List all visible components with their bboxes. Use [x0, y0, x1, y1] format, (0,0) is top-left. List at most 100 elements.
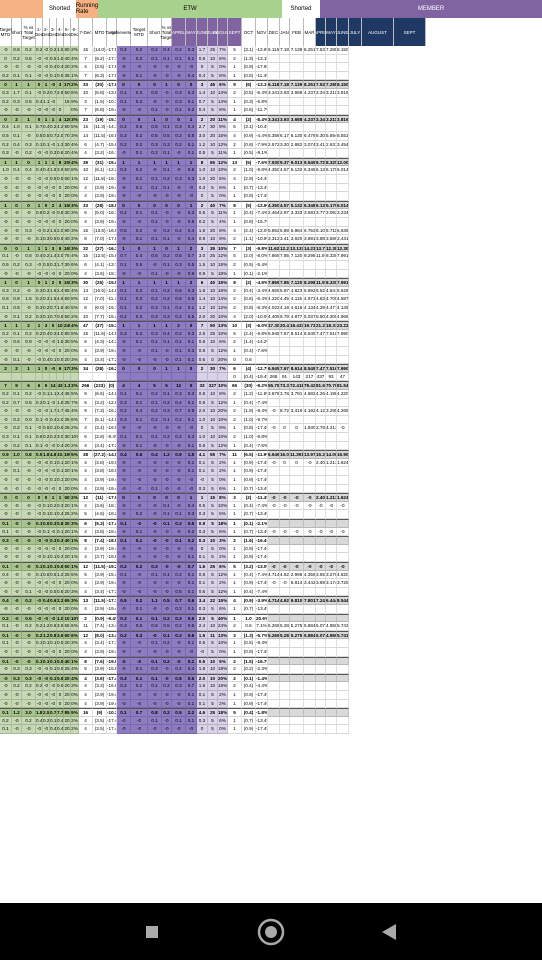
- table-cell[interactable]: [304, 54, 316, 64]
- table-cell[interactable]: 0.6: [36, 433, 43, 442]
- table-cell[interactable]: 0.2: [22, 390, 36, 399]
- table-cell[interactable]: -2.1%: [256, 269, 268, 279]
- table-cell[interactable]: [280, 63, 290, 72]
- table-cell[interactable]: -0: [117, 106, 131, 115]
- table-cell[interactable]: 0.3: [172, 175, 186, 184]
- table-cell[interactable]: (6.3): [93, 71, 107, 81]
- table-cell[interactable]: 0.3: [0, 433, 12, 442]
- table-cell[interactable]: 5.284: [280, 622, 290, 631]
- table-cell[interactable]: 2: [186, 243, 197, 253]
- table-cell[interactable]: [316, 476, 326, 485]
- table-cell[interactable]: 0: [148, 80, 162, 89]
- table-cell[interactable]: 0.3: [117, 132, 131, 141]
- table-cell[interactable]: 2%: [71, 493, 79, 502]
- table-cell[interactable]: 7: [79, 106, 93, 115]
- table-cell[interactable]: (3.3): [93, 682, 107, 691]
- table-cell[interactable]: 6: [79, 209, 93, 218]
- table-cell[interactable]: -0: [117, 716, 131, 726]
- table-cell[interactable]: (1.4): [242, 338, 256, 347]
- table-cell[interactable]: 0.6: [197, 587, 208, 597]
- table-cell[interactable]: 0.4: [36, 166, 43, 175]
- table-cell[interactable]: [326, 656, 337, 666]
- table-cell[interactable]: [304, 63, 316, 72]
- table-cell[interactable]: -0: [117, 467, 131, 476]
- table-cell[interactable]: -0: [50, 106, 57, 115]
- table-cell[interactable]: -0: [36, 665, 43, 674]
- table-cell[interactable]: (5): [242, 157, 256, 167]
- table-cell[interactable]: [316, 613, 326, 623]
- table-cell[interactable]: 15: [79, 226, 93, 236]
- table-cell[interactable]: 9: [79, 407, 93, 416]
- table-cell[interactable]: 5: [208, 458, 218, 468]
- table-cell[interactable]: [304, 338, 316, 347]
- table-cell[interactable]: 0.2: [50, 46, 57, 55]
- table-cell[interactable]: 1.5: [50, 226, 57, 236]
- table-cell[interactable]: 0.3: [131, 630, 148, 640]
- table-row[interactable]: -0-0-0-0-0-00200%4(3.9)-19.4%-0-00.1-0-0…: [0, 218, 542, 227]
- table-cell[interactable]: [316, 656, 326, 666]
- table-cell[interactable]: (6.6): [93, 390, 107, 399]
- table-cell[interactable]: -7.6%: [256, 157, 268, 167]
- table-cell[interactable]: (11): [93, 493, 107, 502]
- table-cell[interactable]: -18.6%: [107, 553, 117, 562]
- table-cell[interactable]: 12: [79, 295, 93, 304]
- table-cell[interactable]: -0: [162, 725, 172, 734]
- table-cell[interactable]: [326, 433, 337, 442]
- table-cell[interactable]: (3.4): [93, 441, 107, 451]
- table-cell[interactable]: 13: [79, 286, 93, 296]
- table-cell[interactable]: 0.3: [172, 519, 186, 528]
- table-cell[interactable]: 0.2: [22, 46, 36, 55]
- table-row[interactable]: -0-0-0-0-00.50.5601%12(11.5)-19.1%-00.10…: [0, 175, 542, 184]
- table-cell[interactable]: (3.9): [93, 347, 107, 356]
- table-cell[interactable]: 20: [64, 716, 71, 726]
- table-cell[interactable]: [290, 54, 304, 64]
- table-cell[interactable]: -0: [0, 46, 12, 55]
- table-cell[interactable]: 5: [208, 716, 218, 726]
- table-cell[interactable]: -0: [0, 407, 12, 416]
- table-cell[interactable]: 7.531: [316, 80, 326, 89]
- table-cell[interactable]: -0: [22, 553, 36, 562]
- table-cell[interactable]: -0: [12, 622, 22, 631]
- table-cell[interactable]: 1: [148, 278, 162, 287]
- table-cell[interactable]: 4: [79, 269, 93, 279]
- table-cell[interactable]: 3%: [71, 596, 79, 605]
- table-cell[interactable]: -0: [304, 493, 316, 502]
- table-cell[interactable]: (0.9): [242, 467, 256, 476]
- table-cell[interactable]: 0%: [71, 579, 79, 588]
- table-cell[interactable]: 23.229: [337, 321, 349, 330]
- table-cell[interactable]: -0: [131, 519, 148, 528]
- table-cell[interactable]: 0: [0, 243, 12, 253]
- table-row[interactable]: 0.1-0-0-00.1-00.1201%4(3.8)-18.4%-00.1-0…: [0, 527, 542, 537]
- table-cell[interactable]: -0: [50, 80, 57, 89]
- table-cell[interactable]: -0: [0, 553, 12, 562]
- table-cell[interactable]: 3.883: [316, 235, 326, 244]
- table-cell[interactable]: -19.4%: [256, 372, 268, 382]
- table-cell[interactable]: 3.692: [316, 579, 326, 588]
- table-cell[interactable]: [280, 54, 290, 64]
- table-cell[interactable]: (3.6): [93, 501, 107, 511]
- table-cell[interactable]: 2: [172, 321, 186, 330]
- table-cell[interactable]: (2.8): [93, 433, 107, 442]
- table-cell[interactable]: 3.936: [280, 89, 290, 98]
- table-cell[interactable]: -17.6%: [107, 80, 117, 89]
- table-cell[interactable]: 4.655: [268, 286, 280, 296]
- table-cell[interactable]: -17.9%: [107, 493, 117, 502]
- table-cell[interactable]: [268, 63, 280, 72]
- table-cell[interactable]: [280, 433, 290, 442]
- table-cell[interactable]: [316, 71, 326, 81]
- table-cell[interactable]: 0.5: [197, 656, 208, 666]
- table-cell[interactable]: (3.6): [93, 269, 107, 279]
- table-cell[interactable]: 8: [228, 200, 242, 210]
- table-cell[interactable]: 0: [43, 364, 50, 373]
- table-cell[interactable]: 0.1: [172, 338, 186, 347]
- table-cell[interactable]: -0: [290, 562, 304, 571]
- table-cell[interactable]: 0.4: [43, 166, 50, 175]
- table-cell[interactable]: (7.4): [93, 536, 107, 545]
- table-cell[interactable]: 5.269: [268, 622, 280, 631]
- table-cell[interactable]: -0: [43, 665, 50, 674]
- table-cell[interactable]: -0: [131, 691, 148, 700]
- table-cell[interactable]: 0.3: [43, 286, 50, 296]
- table-cell[interactable]: -0: [131, 476, 148, 485]
- table-cell[interactable]: -0: [162, 347, 172, 356]
- table-row[interactable]: -0-0-00.10.30.50.9402%8(7.0)-17.6%-00.10…: [0, 235, 542, 244]
